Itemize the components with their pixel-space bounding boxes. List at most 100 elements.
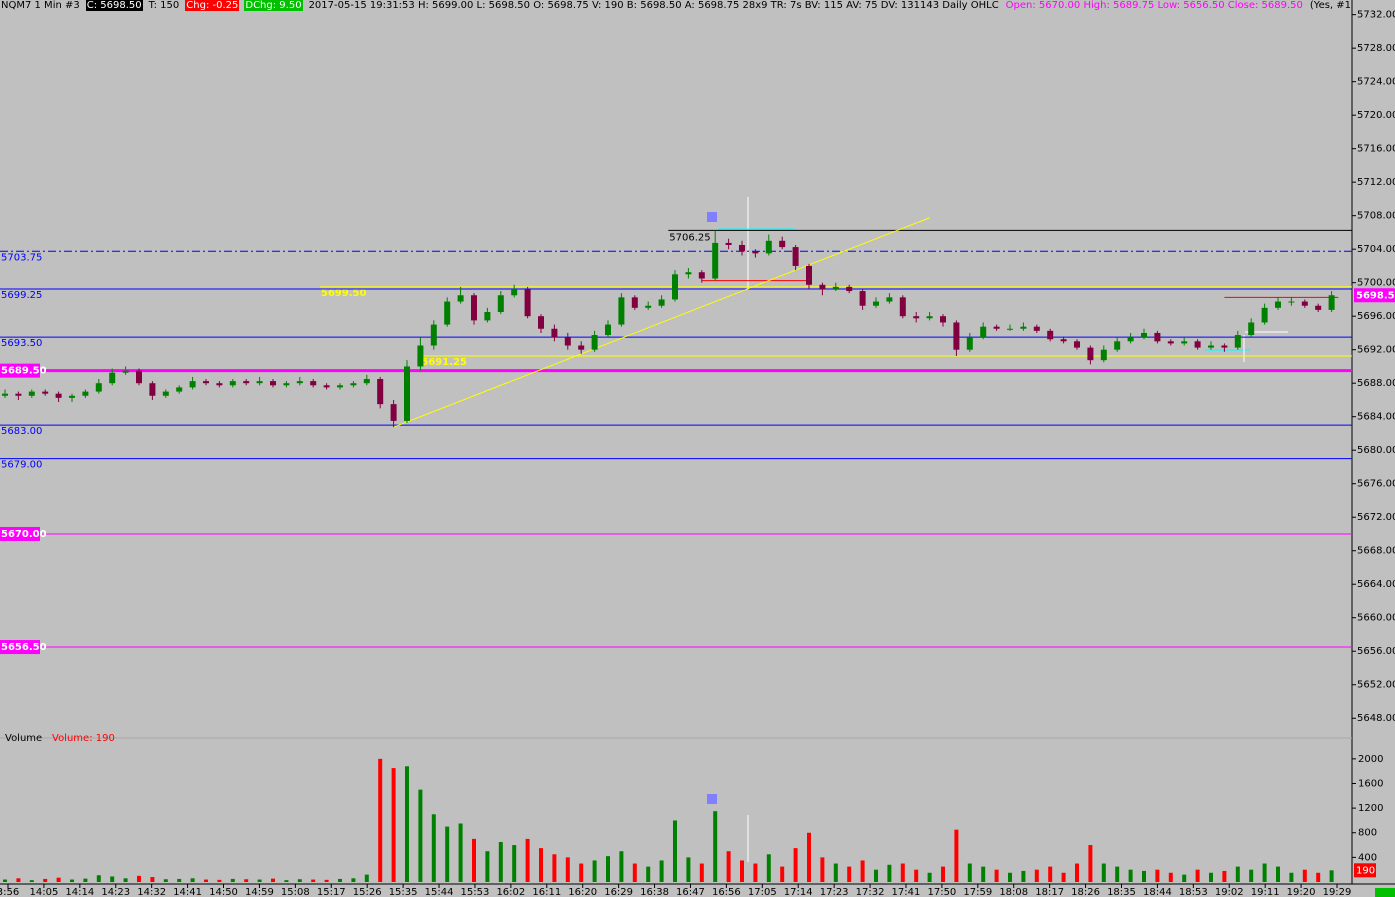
candle-body [1328,295,1335,310]
candle-body [457,295,464,302]
candle-body [1208,345,1214,348]
header-item: 2017-05-15 19:31:53 H: 5699.00 L: 5698.5… [308,0,999,11]
candle-body [377,379,384,405]
x-tick-label: 16:20 [568,887,597,897]
candle-body [873,301,879,306]
candle-body [940,316,946,323]
volume-bar [726,851,731,882]
candle-body [1154,332,1161,342]
y-tick-label: 5700.00 [1357,278,1395,289]
x-tick-label: 14:14 [65,887,94,897]
candle-body [618,297,625,325]
last-price-label: 5698.50 [1356,290,1395,301]
candle-body [712,242,719,279]
last-volume-box [1354,863,1376,878]
volume-bar [284,880,289,882]
candle-body [1221,345,1228,348]
x-tick-label: 19:29 [1323,887,1352,897]
volume-bar [3,879,7,882]
volume-bar [673,820,677,882]
candle-body [846,286,853,292]
volume-bar [847,866,852,882]
candle-body [926,316,933,319]
x-tick-label: 19:02 [1215,887,1244,897]
volume-bar [150,877,155,882]
volume-bar [485,851,490,882]
candle-body [1194,341,1201,348]
candle-body [1100,349,1107,361]
candle-body [55,393,62,398]
volume-bar [967,863,972,882]
candle-body [779,240,786,248]
volume-bar [1222,870,1227,882]
x-tick-label: 15:17 [317,887,346,897]
volume-bar [1249,869,1254,882]
candle-body [1074,341,1080,348]
volume-bar [16,878,21,882]
volume-bar [96,875,101,882]
volume-bar [713,811,718,882]
x-tick-label: 14:50 [209,887,238,897]
x-tick-label: 18:35 [1107,887,1136,897]
candle-body [229,381,236,386]
volume-bar [1209,872,1213,882]
x-tick-label: 14:41 [173,887,202,897]
volume-bar [632,863,637,882]
candle-body [1315,305,1322,310]
candle-body [658,299,665,306]
volume-bar [1276,866,1280,882]
candle-body [1047,330,1054,340]
volume-tick-label: 1600 [1358,778,1383,789]
volume-bar [820,857,825,882]
volume-bar [592,860,597,882]
candle-body [444,301,451,325]
candle-body [42,391,49,394]
candle-body [899,297,906,317]
candle-body [430,324,437,346]
candle-body [538,316,544,329]
volume-bar [927,872,932,882]
x-tick-label: 14:23 [101,887,130,897]
candle-body [511,288,518,296]
volume-bar [900,863,905,882]
x-tick-label: 16:56 [712,887,741,897]
candle-body [1248,322,1255,336]
candle-body [136,370,142,384]
volume-bar [338,878,342,882]
candle-body [296,381,303,384]
candle-body [1288,301,1295,303]
candle-body [69,395,75,398]
volume-bar [297,879,302,882]
candle-body [417,345,424,367]
candle-body [350,383,357,386]
price-level-box [0,363,40,378]
y-tick-label: 5704.00 [1357,244,1395,255]
volume-bar [565,857,570,882]
volume-bar [1168,872,1173,882]
candle-body [725,242,732,245]
x-tick-label: 18:53 [1179,887,1208,897]
y-tick-label: 5664.00 [1357,579,1395,590]
candle-body [631,297,638,308]
volume-bar [766,854,771,882]
y-tick-label: 5712.00 [1357,177,1395,188]
volume-bar [686,857,691,882]
candle-body [698,272,705,279]
candle-body [1114,341,1121,350]
volume-bar [204,879,208,882]
volume-bar [1034,869,1039,882]
volume-bar [740,860,744,882]
x-tick-label: 17:59 [963,887,992,897]
volume-bar [981,866,986,882]
volume-bar [994,869,999,882]
header-item: C: 5698.50 [85,0,143,11]
candle-body [765,240,772,254]
candle-body [203,381,209,384]
candle-body [162,391,169,396]
volume-bar [378,758,383,882]
x-tick-label: 18:26 [1071,887,1100,897]
volume-bar [1142,870,1146,882]
candle-body [832,286,839,289]
volume-bar [431,814,436,882]
header-item: Open: 5670.00 High: 5689.75 Low: 5656.50… [1005,0,1303,11]
